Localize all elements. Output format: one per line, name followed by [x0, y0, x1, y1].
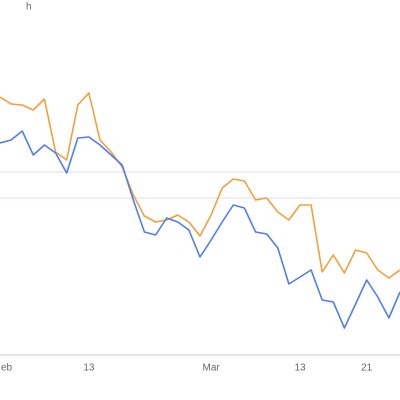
x-tick-label: eb [1, 363, 13, 374]
x-tick-label: 21 [361, 363, 373, 374]
x-tick-label: 13 [294, 363, 306, 374]
line-series [0, 92, 400, 279]
line-series [0, 130, 400, 329]
x-tick-label: Mar [202, 363, 220, 374]
chart-title: h [26, 2, 32, 13]
x-tick-label: 13 [83, 363, 95, 374]
